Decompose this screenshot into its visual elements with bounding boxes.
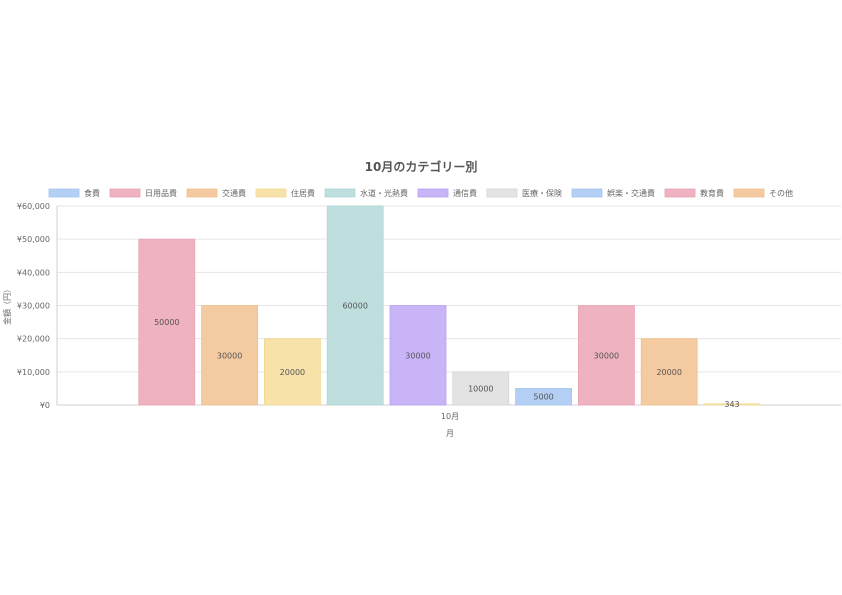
data-label: 20000 (280, 368, 305, 377)
legend-label: 食費 (84, 188, 100, 198)
y-tick-label: ¥30,000 (17, 302, 50, 311)
legend-label: 日用品費 (145, 188, 177, 198)
bar (138, 238, 196, 406)
legend-swatch (571, 188, 603, 198)
legend-swatch (255, 188, 287, 198)
legend-swatch (417, 188, 449, 198)
legend-item[interactable]: 水道・光熱費 (324, 188, 408, 198)
bar (452, 371, 510, 406)
y-tick-label: ¥40,000 (17, 268, 50, 277)
legend-item[interactable]: 食費 (48, 188, 100, 198)
legend-label: 教育費 (700, 188, 724, 198)
legend-label: 水道・光熱費 (360, 188, 408, 198)
bar (578, 305, 635, 406)
legend-item[interactable]: 教育費 (664, 188, 724, 198)
legend-item[interactable]: 娯楽・交通費 (571, 188, 655, 198)
data-label: 10000 (468, 384, 493, 393)
legend-item[interactable]: 医療・保険 (486, 188, 562, 198)
legend-label: 交通費 (222, 188, 246, 198)
legend-item[interactable]: その他 (733, 188, 793, 198)
y-tick-label: ¥60,000 (17, 202, 50, 211)
y-tick-label: ¥50,000 (17, 235, 50, 244)
bar (201, 305, 259, 406)
legend: 食費 日用品費 交通費 住居費 水道・光熱費 通信費 医療・保険 娯楽・交通費 教育費 その他 (48, 188, 793, 198)
legend-label: 医療・保険 (522, 188, 562, 198)
legend-label: 住居費 (291, 188, 315, 198)
legend-swatch (109, 188, 141, 198)
data-label: 343 (724, 400, 739, 409)
legend-item[interactable]: 日用品費 (109, 188, 177, 198)
bar (326, 205, 384, 406)
data-labels: 50000 30000 20000 60000 30000 10000 5000 30000 2… (154, 302, 740, 410)
data-label: 30000 (594, 351, 619, 360)
bars (138, 205, 761, 406)
legend-swatch (324, 188, 356, 198)
legend-swatch (186, 188, 218, 198)
chart-title: 10月のカテゴリー別 (365, 159, 478, 174)
legend-item[interactable]: 住居費 (255, 188, 315, 198)
y-axis-title: 金額（円） (2, 285, 12, 325)
data-label: 60000 (342, 302, 367, 311)
data-label: 20000 (656, 368, 681, 377)
data-label: 5000 (533, 393, 553, 402)
y-tick-label: ¥10,000 (17, 368, 50, 377)
x-axis-title: 月 (446, 429, 454, 438)
legend-label: その他 (769, 188, 793, 198)
bar (640, 338, 698, 406)
legend-swatch (733, 188, 765, 198)
legend-item[interactable]: 通信費 (417, 188, 477, 198)
data-label: 50000 (154, 318, 179, 327)
legend-swatch (486, 188, 518, 198)
legend-label: 娯楽・交通費 (607, 188, 655, 198)
bar (515, 388, 572, 406)
data-label: 30000 (217, 351, 242, 360)
legend-swatch (664, 188, 696, 198)
legend-item[interactable]: 交通費 (186, 188, 246, 198)
legend-swatch (48, 188, 80, 198)
y-axis: ¥0 ¥10,000 ¥20,000 ¥30,000 ¥40,000 ¥50,000 ¥60… (17, 202, 50, 410)
legend-label: 通信費 (453, 188, 477, 198)
bar (389, 305, 447, 406)
bar (703, 403, 761, 406)
y-tick-label: ¥20,000 (17, 335, 50, 344)
data-label: 30000 (405, 351, 430, 360)
y-tick-label: ¥0 (40, 401, 50, 410)
bar (263, 338, 321, 406)
x-tick-label: 10月 (441, 412, 459, 421)
